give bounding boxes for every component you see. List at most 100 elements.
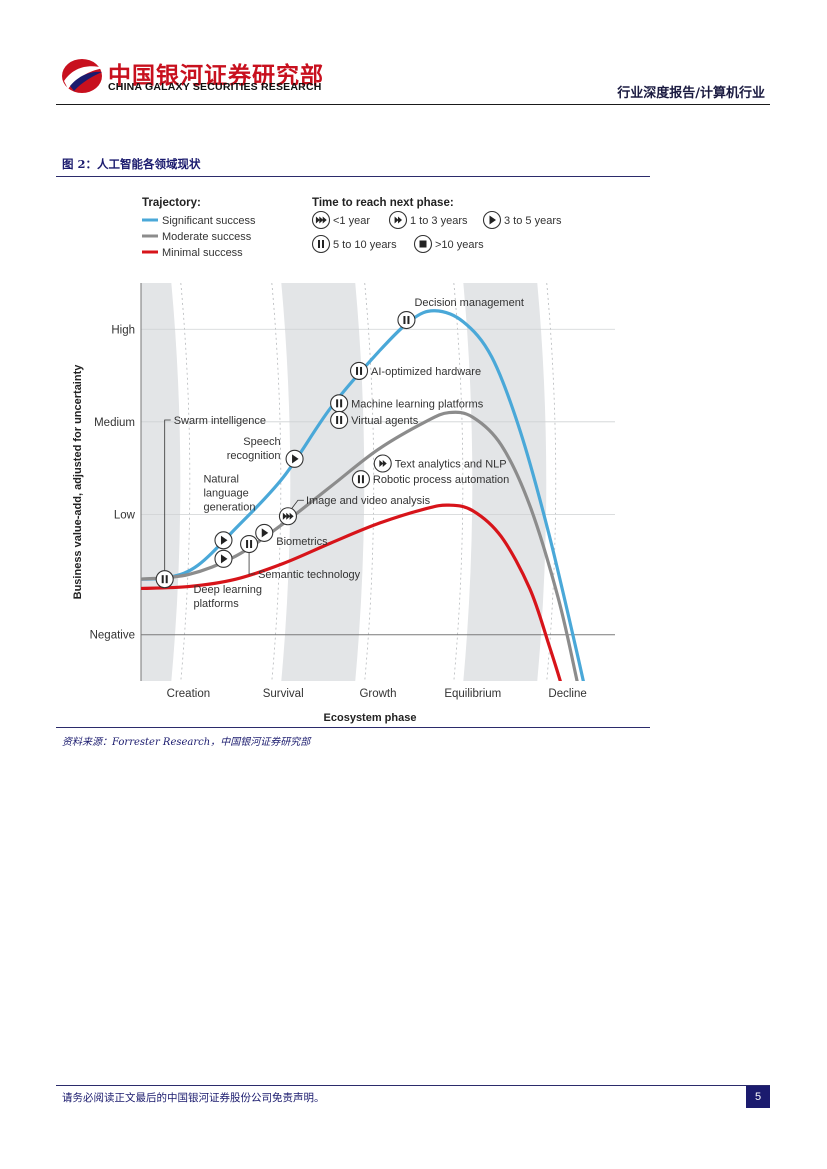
- phase-divider-3: [453, 283, 464, 681]
- leader-line: [164, 419, 171, 572]
- phase-divider-1: [271, 283, 282, 681]
- pause-icon: [330, 410, 349, 430]
- pause-bar: [336, 399, 339, 408]
- pause-bar: [161, 575, 164, 584]
- pause-bar: [407, 316, 410, 325]
- marker-label: Biometrics: [276, 536, 328, 548]
- legend-time-label: 1 to 3 years: [410, 215, 468, 227]
- legend-time-label: <1 year: [333, 215, 370, 227]
- play-triangle: [220, 535, 228, 545]
- x-tick-label: Decline: [548, 688, 586, 700]
- marker-semantic-technology: Semantic technology: [240, 534, 361, 581]
- pause-bar: [356, 366, 359, 375]
- page-number: 5: [746, 1086, 770, 1108]
- legend-time-label: 3 to 5 years: [504, 215, 562, 227]
- x-tick-label: Growth: [359, 688, 396, 700]
- pause-bar: [246, 540, 249, 549]
- marker-label-line: Natural: [203, 473, 238, 485]
- legend-time-label: 5 to 10 years: [333, 239, 397, 251]
- marker-label: Decision management: [414, 297, 523, 309]
- phase-divider-2: [364, 283, 375, 681]
- header-divider: [56, 104, 770, 105]
- ff-triangle: [315, 216, 320, 224]
- figure-top-rule: [56, 176, 650, 177]
- pause-bar: [250, 540, 253, 549]
- x-tick-label: Equilibrium: [444, 688, 501, 700]
- marker-robotic-process-automation: Robotic process automation: [351, 470, 509, 489]
- pause-bar: [336, 415, 339, 424]
- marker-label: Semantic technology: [258, 569, 361, 581]
- ff-triangle: [394, 216, 399, 224]
- pause-icon: [240, 534, 259, 554]
- marker-label: Machine learning platforms: [351, 398, 484, 410]
- figure-title: 图 2：人工智能各领域现状: [62, 157, 201, 171]
- pause-bar: [403, 316, 406, 325]
- marker-label-line: language: [203, 487, 248, 499]
- fast-forward-3-icon: [278, 507, 297, 526]
- play-triangle: [261, 528, 269, 538]
- stop-square: [419, 240, 427, 248]
- marker-label-line: recognition: [227, 450, 281, 462]
- galaxy-logo: [60, 56, 106, 96]
- phase-band-0: [141, 283, 181, 681]
- report-type: 行业深度报告/计算机行业: [617, 86, 765, 101]
- marker-label: Text analytics and NLP: [395, 458, 507, 470]
- marker-natural-language-generation: Natural language generation: [203, 473, 255, 550]
- legend-time-label: >10 years: [435, 239, 484, 251]
- marker-deep-learning-platforms: Deep learning platforms: [193, 549, 262, 610]
- brand-name-en: CHINA GALAXY SECURITIES RESEARCH: [108, 81, 322, 93]
- marker-label: Robotic process automation: [373, 474, 509, 486]
- play-icon: [482, 210, 502, 230]
- brand-name-cn: 中国银河证券研究部: [108, 63, 324, 89]
- legend-series-label: Minimal success: [162, 247, 243, 259]
- play-triangle: [292, 454, 299, 464]
- pause-icon: [311, 234, 331, 254]
- phase-markers: Decision management AI-optimized hardware…: [155, 297, 524, 610]
- icon-ring: [349, 361, 369, 380]
- icon-ring: [330, 394, 349, 413]
- pause-bar: [165, 575, 168, 584]
- marker-ai-optimized-hardware: AI-optimized hardware: [349, 361, 481, 380]
- legend: Trajectory: Significant success Moderate s…: [142, 197, 562, 259]
- x-axis-title: Ecosystem phase: [324, 712, 417, 724]
- marker-image-and-video-analysis: Image and video analysis: [278, 495, 431, 526]
- fast-forward-3-icon: [311, 210, 331, 230]
- pause-bar: [322, 240, 324, 248]
- legend-trajectory-title: Trajectory:: [142, 197, 201, 209]
- footer-divider: [56, 1085, 770, 1086]
- ff-triangle: [286, 512, 291, 520]
- marker-swarm-intelligence: Swarm intelligence: [155, 415, 266, 589]
- x-tick-label: Creation: [167, 688, 210, 700]
- icon-ring: [351, 470, 370, 489]
- figure-bottom-rule: [56, 727, 650, 728]
- stop-icon: [413, 234, 433, 254]
- ff-triangle: [322, 216, 327, 224]
- phase-dividers: [180, 283, 557, 681]
- pause-bar: [340, 415, 343, 424]
- x-tick-label: Survival: [263, 688, 304, 700]
- leader-line: [248, 552, 256, 575]
- y-tick-label: Medium: [94, 417, 135, 429]
- play-icon: [214, 549, 233, 568]
- marker-label: Image and video analysis: [306, 495, 431, 507]
- pause-bar: [318, 240, 320, 248]
- pause-icon: [397, 310, 416, 330]
- pause-bar: [357, 475, 360, 484]
- marker-biometrics: Biometrics: [255, 523, 328, 548]
- series-line-minimal-success: [141, 503, 562, 681]
- ff-triangle: [382, 459, 387, 467]
- marker-label: Swarm intelligence: [174, 415, 266, 427]
- marker-label-line: Deep learning: [193, 584, 262, 596]
- marker-virtual-agents: Virtual agents: [330, 410, 419, 430]
- icon-ring: [397, 310, 416, 330]
- pause-bar: [361, 475, 364, 484]
- pause-icon: [155, 570, 174, 589]
- y-tick-label: High: [111, 324, 135, 336]
- pause-icon: [349, 361, 369, 380]
- play-triangle: [489, 215, 496, 225]
- ff-triangle: [282, 512, 287, 520]
- play-icon: [255, 523, 274, 542]
- fast-forward-2-icon: [388, 210, 408, 230]
- marker-text-analytics-and-nlp: Text analytics and NLP: [373, 454, 507, 473]
- play-triangle: [220, 554, 228, 564]
